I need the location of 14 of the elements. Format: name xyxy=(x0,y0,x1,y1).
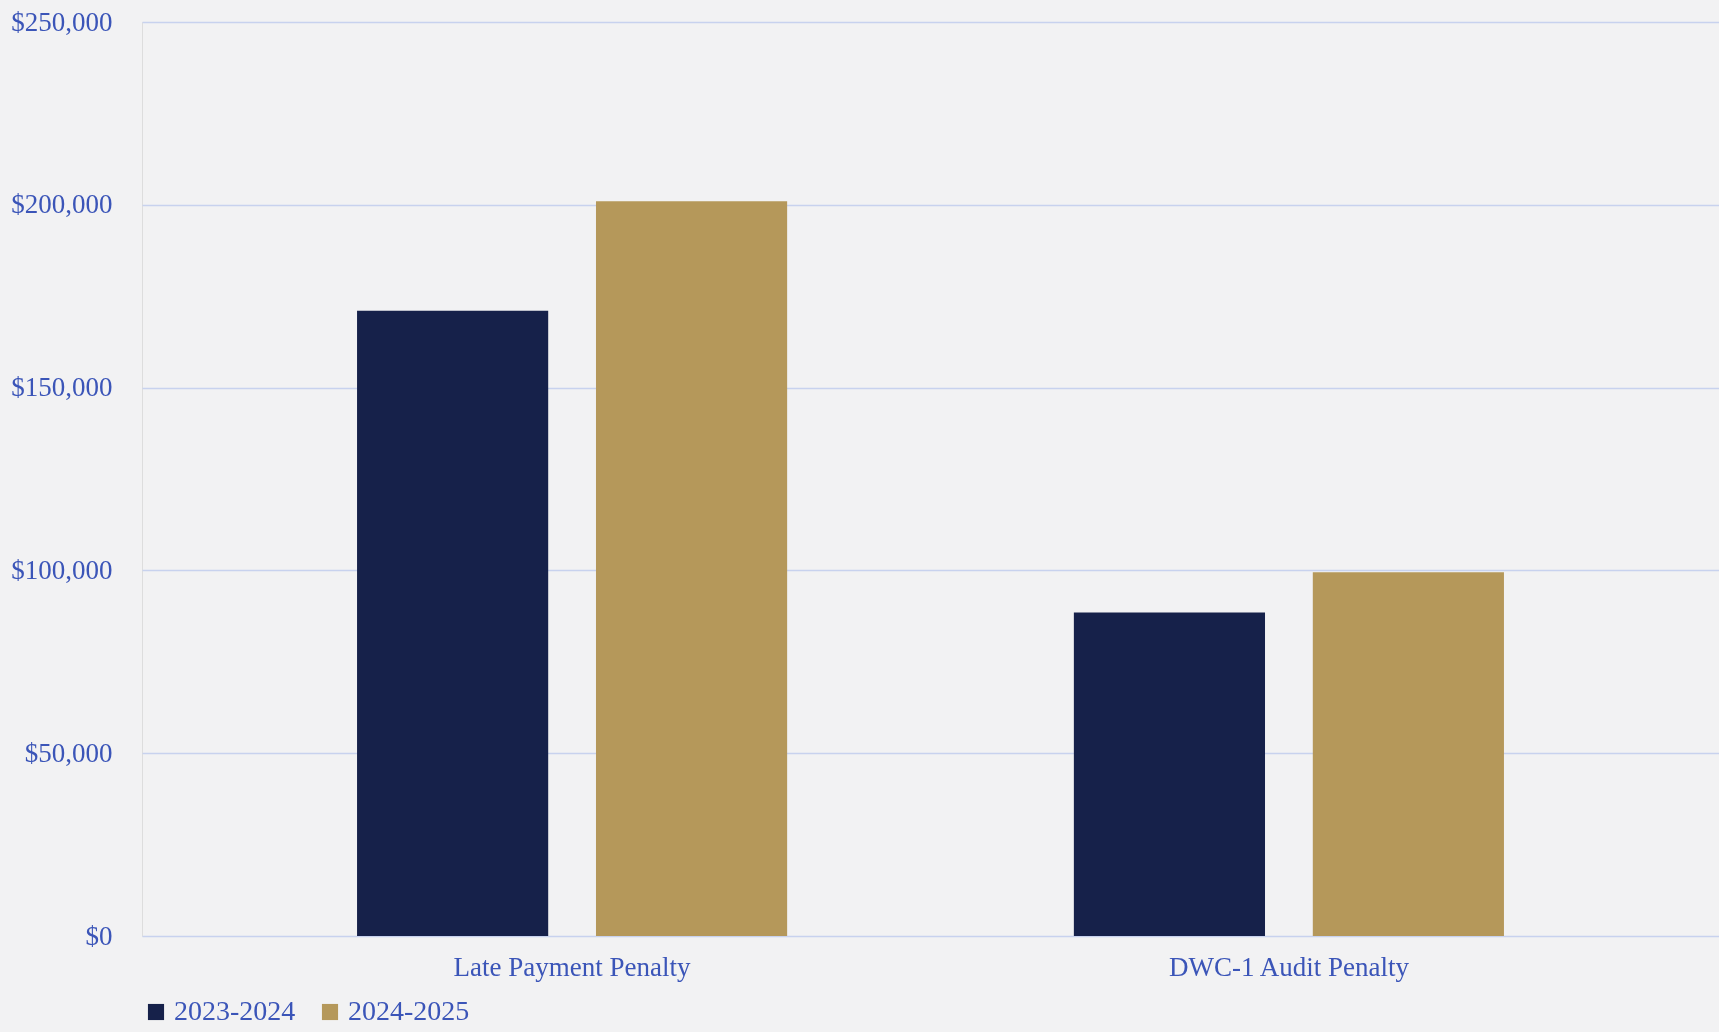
y-tick-label: $100,000 xyxy=(11,554,113,585)
y-tick-label: $200,000 xyxy=(11,189,113,220)
legend-label: 2024-2025 xyxy=(348,995,470,1026)
y-tick-label: $150,000 xyxy=(11,372,113,403)
bar xyxy=(1312,572,1504,936)
x-tick-label: Late Payment Penalty xyxy=(453,951,692,982)
y-tick-label: $0 xyxy=(85,920,113,951)
legend-label: 2023-2024 xyxy=(174,995,296,1026)
bar xyxy=(595,201,788,936)
bar xyxy=(357,310,549,936)
y-tick-label: $250,000 xyxy=(11,6,113,37)
bar xyxy=(1073,612,1266,936)
y-tick-label: $50,000 xyxy=(24,737,113,768)
x-tick-label: DWC-1 Audit Penalty xyxy=(1168,951,1410,982)
